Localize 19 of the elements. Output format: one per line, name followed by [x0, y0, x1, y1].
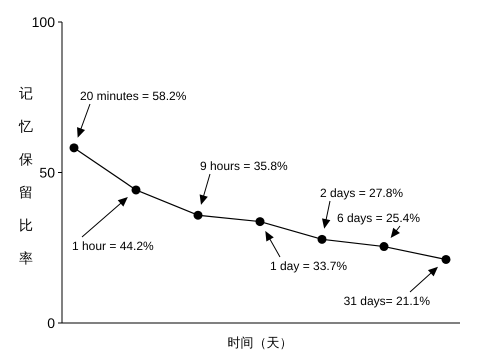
y-tick-label: 50: [39, 164, 56, 180]
annotation: 20 minutes = 58.2%: [80, 89, 187, 103]
annotation: 6 days = 25.4%: [336, 211, 420, 225]
y-tick-label: 0: [47, 314, 56, 331]
x-axis-title: 时间（天）: [228, 335, 292, 350]
annotation: 1 hour = 44.2%: [72, 239, 154, 253]
y-tick-label: 100: [32, 14, 56, 30]
annotation: 31 days= 21.1%: [344, 294, 430, 308]
point: [380, 242, 388, 252]
point: [132, 185, 140, 194]
annotation: 9 hours = 35.8%: [200, 159, 288, 173]
point: [318, 234, 326, 244]
point: [442, 254, 450, 264]
annotation: 1 day = 33.7%: [270, 259, 348, 273]
point: [70, 143, 78, 152]
point: [194, 210, 202, 220]
point: [256, 217, 264, 226]
text: 记忆保留比率: [19, 85, 33, 266]
annotation: 2 days = 27.8%: [320, 186, 404, 200]
